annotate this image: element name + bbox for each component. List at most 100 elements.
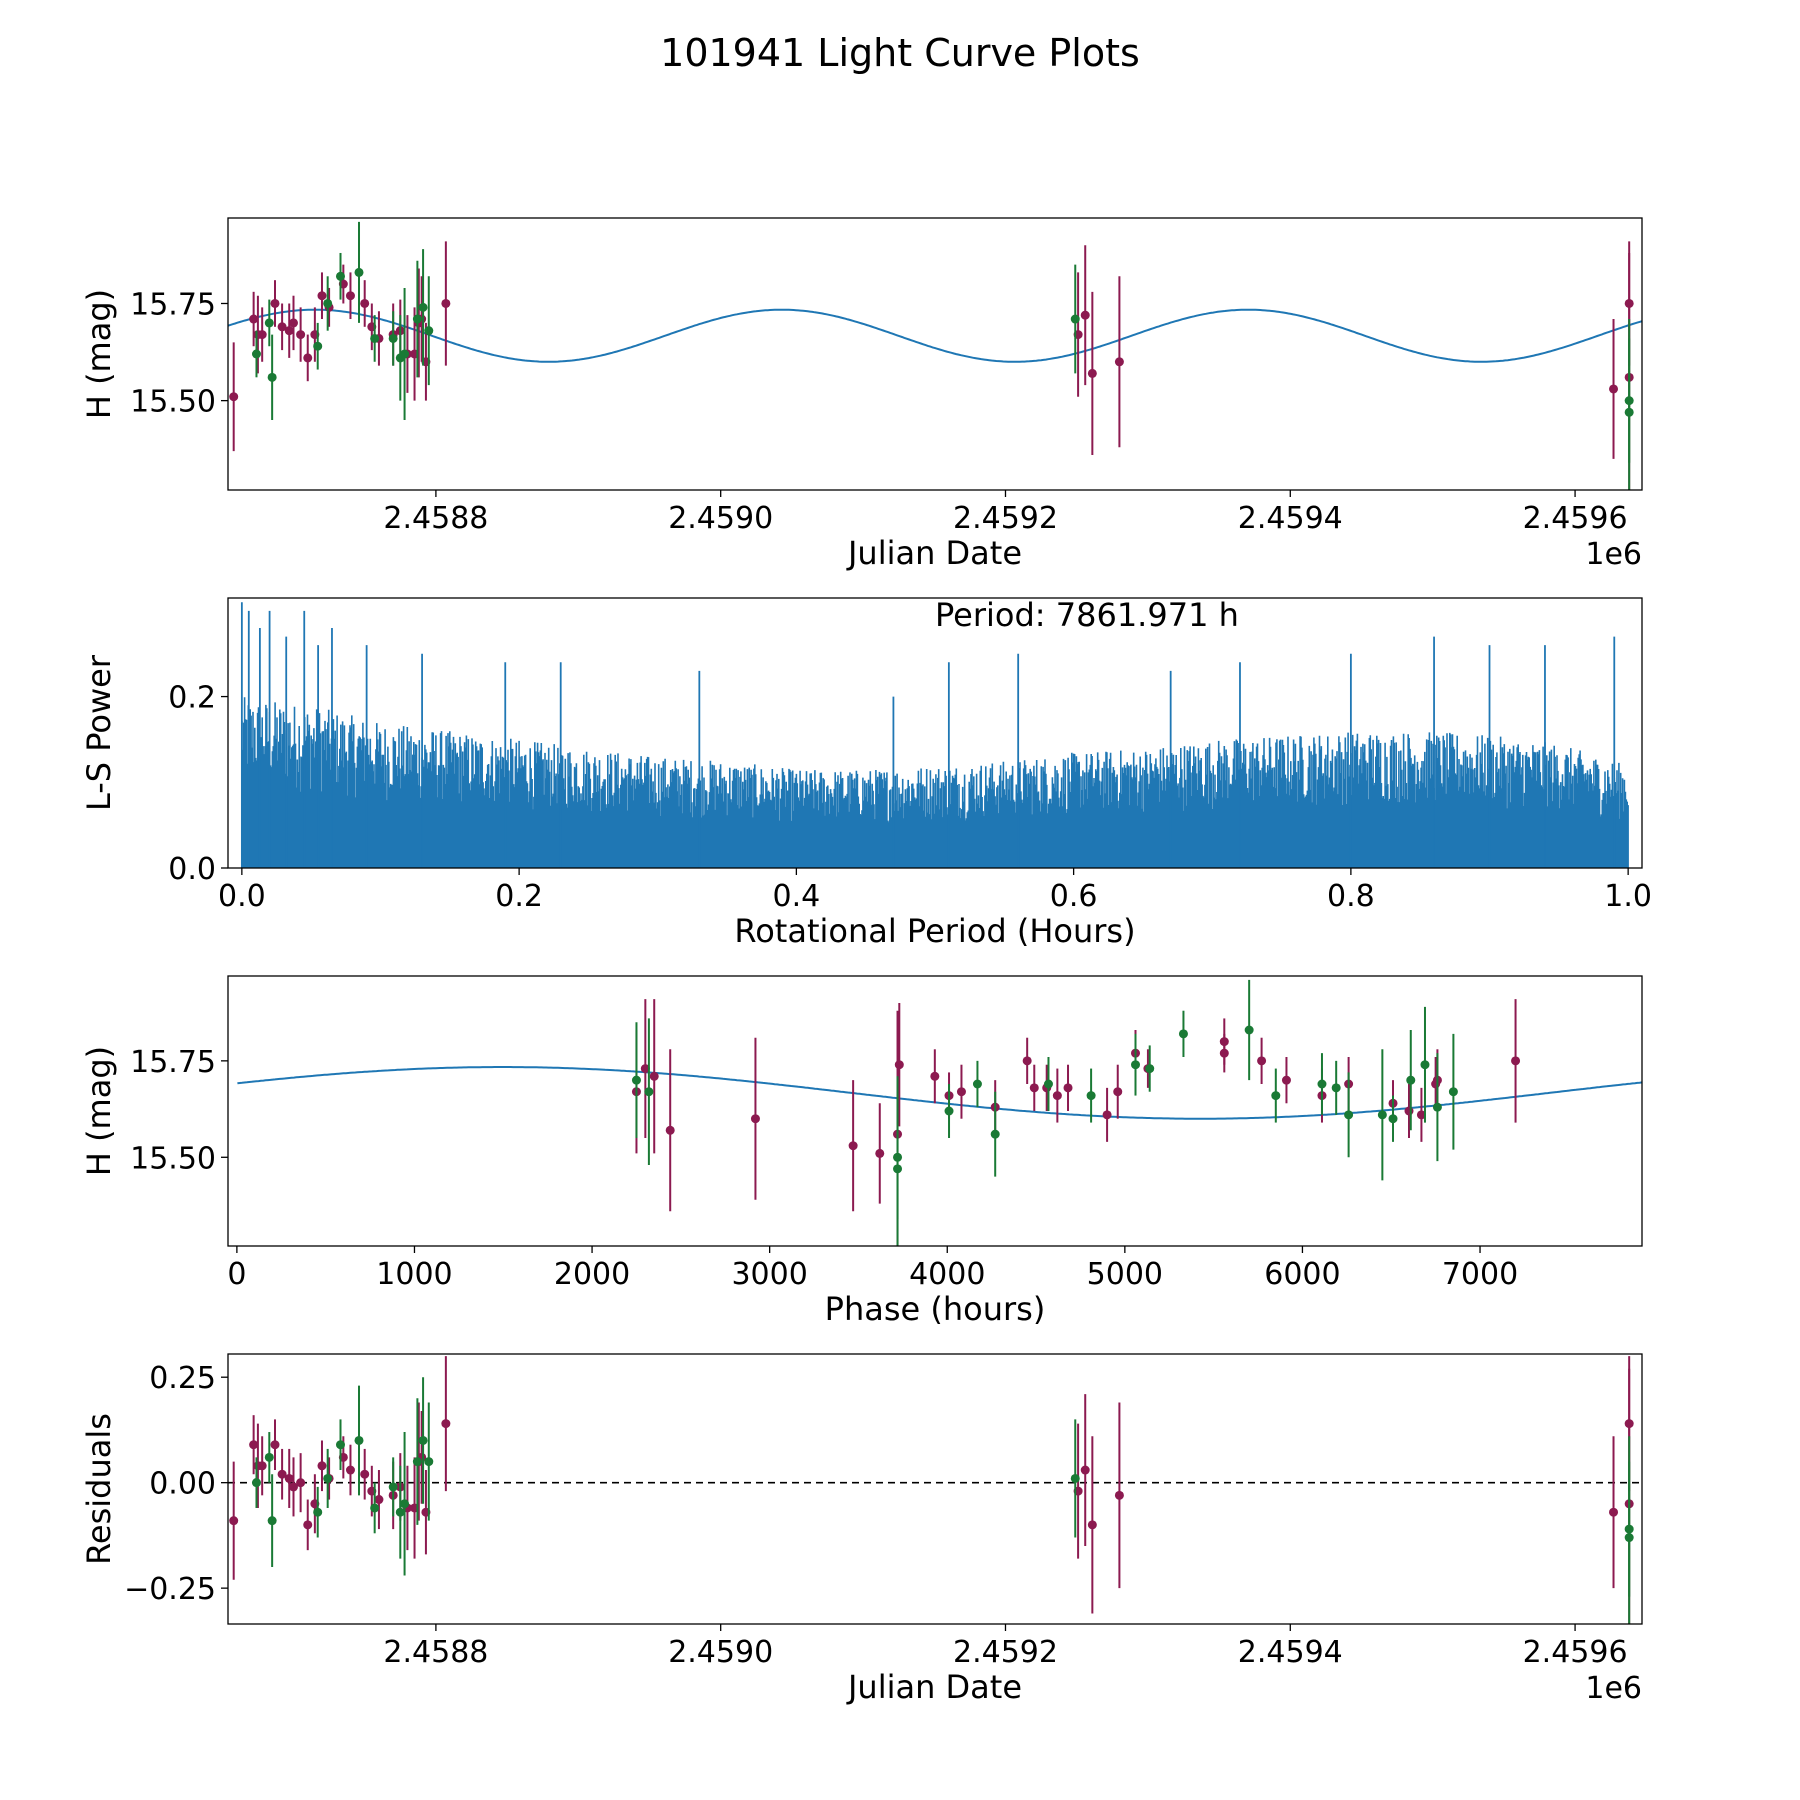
data-point-r <box>1087 1520 1097 1530</box>
x-tick-label: 2000 <box>554 1257 630 1292</box>
data-point-g <box>370 333 380 343</box>
y-axis-label: L-S Power <box>80 654 118 811</box>
data-point-g <box>388 333 398 343</box>
x-tick-label: 2.4592 <box>953 1635 1058 1670</box>
x-tick-label: 2.4594 <box>1238 1635 1343 1670</box>
x-tick-label: 0.0 <box>218 879 266 914</box>
data-point-r <box>1102 1110 1112 1120</box>
x-tick-label: 5000 <box>1087 1257 1163 1292</box>
data-point-g <box>400 349 410 359</box>
data-point-g <box>424 1457 434 1467</box>
data-point-r <box>1080 310 1090 320</box>
data-point-g <box>1086 1091 1096 1101</box>
data-point-r <box>249 1440 259 1450</box>
data-point-g <box>264 1452 274 1462</box>
y-tick-label: 0.0 <box>168 852 216 887</box>
data-point-r <box>441 298 451 308</box>
x-tick-label: 2.4596 <box>1523 501 1628 536</box>
data-point-r <box>270 298 280 308</box>
data-point-r <box>1087 368 1097 378</box>
data-point-g <box>388 1482 398 1492</box>
data-point-g <box>354 1435 364 1445</box>
data-point-r <box>317 1461 327 1471</box>
plot-area <box>228 1356 1642 1624</box>
y-tick-label: 0.00 <box>149 1467 216 1502</box>
x-tick-label: 2.4590 <box>668 501 773 536</box>
plot-area <box>237 979 1642 1246</box>
x-tick-label: 2.4590 <box>668 1635 773 1670</box>
y-axis-label: H (mag) <box>80 289 118 419</box>
data-point-g <box>1624 1533 1634 1543</box>
data-point-r <box>1416 1110 1426 1120</box>
data-point-r <box>665 1125 675 1135</box>
light-curve-panel: 2.4588 2.4590 2.4592 2.4594 2.4596 15.50 15.75… <box>80 217 1643 572</box>
axes-frame <box>227 217 1643 491</box>
data-point-r <box>1113 1087 1123 1097</box>
data-point-r <box>289 1482 299 1492</box>
data-point-r <box>1080 1465 1090 1475</box>
data-point-g <box>631 1075 641 1085</box>
x-axis-label: Julian Date <box>846 534 1022 572</box>
data-point-g <box>267 372 277 382</box>
data-point-g <box>1624 407 1634 417</box>
data-point-r <box>257 1461 267 1471</box>
data-point-g <box>412 314 422 324</box>
data-point-g <box>1070 314 1080 324</box>
data-point-r <box>750 1114 760 1124</box>
period-annotation: Period: 7861.971 h <box>935 596 1239 634</box>
data-point-r <box>317 291 327 301</box>
x-axis-label: Rotational Period (Hours) <box>734 912 1135 950</box>
x-tick-label: 3000 <box>731 1257 807 1292</box>
data-point-r <box>1114 1490 1124 1500</box>
data-point-g <box>418 1435 428 1445</box>
data-point-g <box>412 1457 422 1467</box>
data-point-r <box>284 1473 294 1483</box>
data-point-g <box>1043 1079 1053 1089</box>
y-tick-label: 15.50 <box>130 385 216 420</box>
x-tick-label: 1000 <box>376 1257 452 1292</box>
data-point-g <box>313 1507 323 1517</box>
data-point-g <box>264 318 274 328</box>
data-point-r <box>229 392 239 402</box>
x-offset-label: 1e6 <box>1585 537 1642 572</box>
data-point-r <box>249 314 259 324</box>
data-point-r <box>441 1419 451 1429</box>
x-axis-label: Julian Date <box>846 1668 1022 1706</box>
data-point-r <box>296 1478 306 1488</box>
y-axis-label: Residuals <box>80 1413 118 1565</box>
data-point-g <box>893 1164 903 1174</box>
data-point-r <box>296 330 306 340</box>
data-point-r <box>1063 1083 1073 1093</box>
data-point-r <box>956 1087 966 1097</box>
data-point-g <box>418 302 428 312</box>
data-point-r <box>1029 1083 1039 1093</box>
x-tick-label: 0 <box>227 1257 246 1292</box>
data-point-g <box>1271 1091 1281 1101</box>
data-point-g <box>1432 1102 1442 1112</box>
x-tick-label: 0.8 <box>1327 879 1375 914</box>
data-point-r <box>1281 1075 1291 1085</box>
data-point-r <box>875 1148 885 1158</box>
figure-title: 101941 Light Curve Plots <box>660 31 1140 75</box>
data-point-g <box>944 1106 954 1116</box>
data-point-r <box>277 322 287 332</box>
x-tick-label: 6000 <box>1264 1257 1340 1292</box>
axes-frame <box>227 597 1643 869</box>
data-point-r <box>229 1516 239 1526</box>
plot-area <box>240 602 1629 868</box>
data-point-r <box>277 1469 287 1479</box>
data-point-g <box>323 298 333 308</box>
y-tick-label: −0.25 <box>124 1572 216 1607</box>
data-point-g <box>1448 1087 1458 1097</box>
data-point-g <box>644 1087 654 1097</box>
data-point-g <box>1070 1473 1080 1483</box>
data-point-g <box>972 1079 982 1089</box>
x-tick-label: 4000 <box>909 1257 985 1292</box>
data-point-g <box>335 271 345 281</box>
y-axis-label: H (mag) <box>80 1046 118 1176</box>
data-point-g <box>990 1129 1000 1139</box>
data-point-g <box>335 1440 345 1450</box>
data-point-r <box>1052 1091 1062 1101</box>
y-tick-label: 0.2 <box>168 681 216 716</box>
